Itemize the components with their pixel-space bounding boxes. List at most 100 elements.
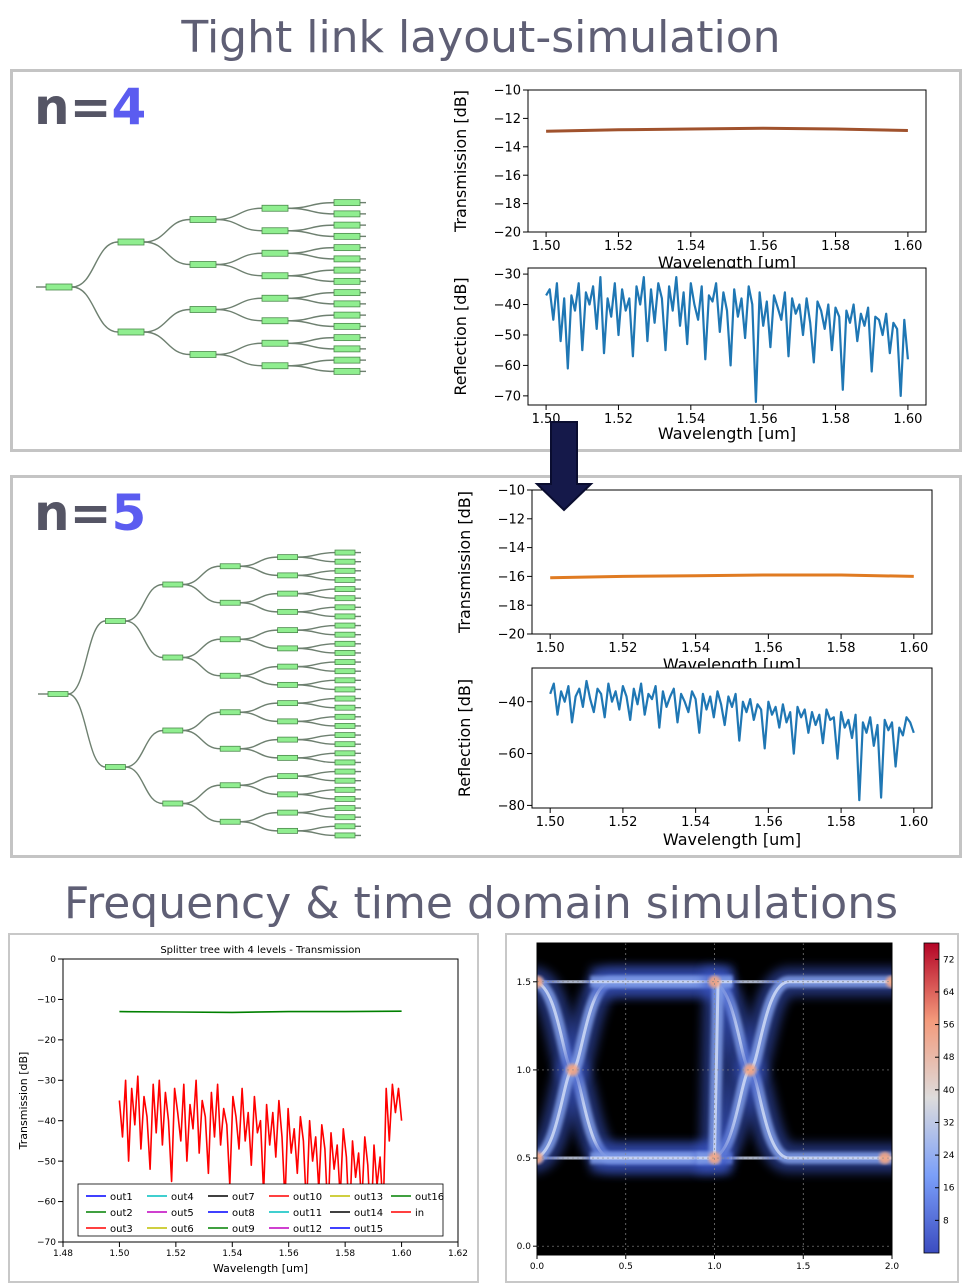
y-tick-label: −70 — [37, 1238, 56, 1248]
eye-hotspot — [537, 975, 543, 988]
splitter-box — [162, 581, 184, 588]
splitter-box — [189, 351, 217, 358]
chart-eye-diagram: 0.0 0.5 1.0 1.5 2.0 0.0 0.5 1.0 1.5 8 16 24 32 40 48 56… — [517, 942, 955, 1272]
y-tick-label: −60 — [498, 747, 525, 762]
splitter-box — [277, 554, 299, 561]
splitter-box — [334, 823, 356, 830]
waveguide — [182, 638, 221, 659]
waveguide — [182, 784, 221, 805]
y-tick-label: −40 — [494, 298, 521, 313]
legend-label-out3: out3 — [110, 1224, 133, 1235]
splitter-box — [334, 805, 356, 811]
eye-hotspot — [886, 975, 892, 988]
colorbar-tick-label: 72 — [943, 955, 954, 965]
waveguide — [240, 629, 278, 640]
waveguide — [297, 752, 336, 759]
splitter-box — [277, 645, 299, 652]
waveguide — [215, 252, 263, 266]
colorbar-tick-label: 24 — [943, 1151, 955, 1161]
x-tick-label: 1.60 — [893, 412, 922, 427]
splitter-box — [117, 328, 145, 336]
waveguide — [297, 647, 336, 654]
legend-label-out14: out14 — [354, 1208, 383, 1219]
splitter-box — [219, 745, 241, 752]
x-tick-label: 1.60 — [899, 641, 928, 656]
legend-label-out16: out16 — [415, 1192, 444, 1203]
waveguide — [297, 574, 336, 581]
waveguide — [287, 269, 335, 277]
x-tick-label: 1.50 — [536, 641, 565, 656]
series-line-in — [118, 1075, 403, 1231]
splitter-box — [261, 272, 289, 280]
eye-hotspot — [878, 1152, 891, 1165]
y-tick-label: −18 — [498, 599, 525, 614]
waveguide — [143, 241, 191, 266]
splitter-box — [333, 311, 361, 319]
x-axis-label: Wavelength [um] — [663, 830, 801, 849]
chart-n4-reflection: 1.50 1.52 1.54 1.56 1.58 1.60−70−60−50−40−30W… — [451, 267, 927, 443]
splitter-box — [277, 754, 299, 761]
waveguide — [215, 308, 263, 322]
x-tick-label: 1.58 — [827, 641, 856, 656]
eye-band-core — [696, 980, 733, 1160]
waveguide — [240, 748, 278, 759]
splitter-box — [334, 613, 356, 620]
splitter-box — [334, 659, 356, 665]
eye-hotspot — [537, 1152, 543, 1165]
series-line-0 — [550, 573, 914, 580]
waveguide — [297, 789, 336, 796]
legend-label-out6: out6 — [171, 1224, 194, 1235]
waveguide — [297, 697, 336, 704]
splitter-box — [333, 322, 361, 330]
waveguide — [71, 286, 119, 333]
eye-hotspot — [744, 1063, 756, 1076]
waveguide — [240, 638, 278, 650]
waveguide — [182, 583, 221, 604]
top-title: Tight link layout-simulation — [181, 12, 781, 63]
waveguide — [297, 825, 336, 832]
waveguide — [125, 729, 163, 768]
y-tick-label: −10 — [37, 996, 56, 1006]
colorbar-tick-label: 32 — [943, 1118, 954, 1128]
splitter-box — [334, 768, 356, 775]
y-tick-label: −40 — [498, 695, 525, 710]
y-tick-label: −18 — [494, 197, 521, 212]
chart-n5-reflection: 1.50 1.52 1.54 1.56 1.58 1.60 −80 −60 −40 Wavelen… — [455, 667, 933, 849]
x-tick-label: 1.5 — [796, 1262, 810, 1272]
waveguide — [182, 565, 221, 586]
splitter-box — [334, 713, 356, 720]
x-tick-label: 1.56 — [749, 239, 778, 254]
waveguide — [240, 738, 278, 750]
splitter-box — [277, 608, 299, 615]
waveguide — [297, 588, 336, 595]
y-tick-label: −80 — [498, 799, 525, 814]
splitter-box — [261, 227, 289, 235]
x-axis-label: Wavelength [um] — [663, 655, 801, 670]
splitter-box — [333, 300, 361, 308]
waveguide — [297, 592, 336, 599]
x-tick-label: 1.58 — [821, 412, 850, 427]
splitter-box — [189, 306, 217, 313]
splitter-tree-n4 — [36, 199, 366, 375]
y-tick-label: −60 — [37, 1198, 56, 1208]
x-tick-label: 1.58 — [821, 239, 850, 254]
waveguide — [297, 757, 336, 764]
waveguide — [297, 770, 336, 777]
splitter-box — [334, 577, 356, 583]
y-tick-label: −14 — [494, 140, 521, 155]
y-tick-label: −70 — [494, 389, 521, 404]
splitter-box — [333, 266, 361, 274]
splitter-box — [334, 668, 356, 675]
waveguide — [297, 734, 336, 741]
splitter-box — [334, 604, 356, 611]
y-tick-label: −20 — [37, 1036, 56, 1046]
y-tick-label: −12 — [494, 112, 521, 127]
legend-label-out1: out1 — [110, 1192, 133, 1203]
series-line-0 — [549, 679, 915, 802]
y-tick-label: 1.0 — [517, 1066, 532, 1076]
splitter-box — [334, 786, 356, 793]
waveguide — [125, 766, 163, 805]
splitter-box — [261, 339, 289, 347]
waveguide — [240, 811, 278, 823]
x-tick-label: 2.0 — [885, 1262, 900, 1272]
